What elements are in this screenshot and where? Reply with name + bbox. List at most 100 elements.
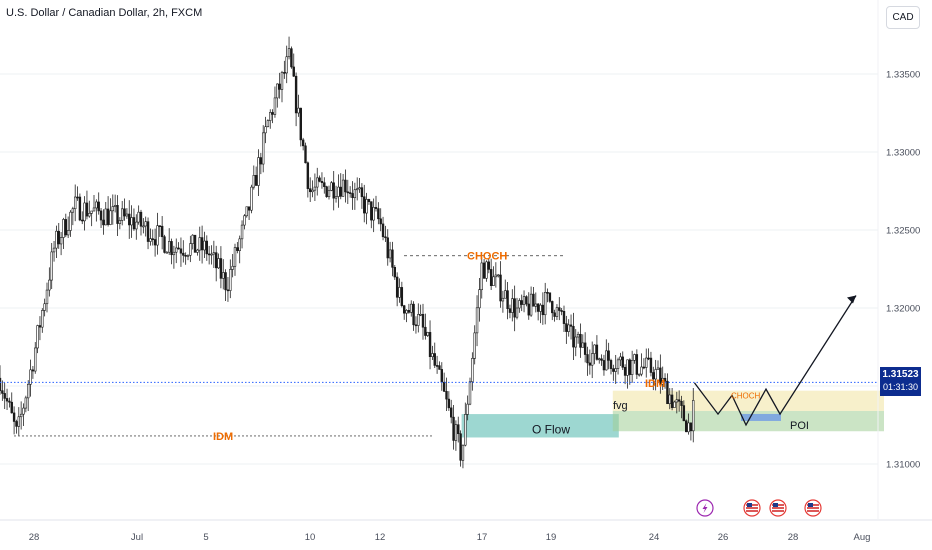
candle-body [417, 314, 420, 326]
us-flag-icon[interactable] [743, 499, 761, 517]
candle-body [132, 217, 136, 230]
candle-body [334, 196, 338, 199]
candle-body [649, 357, 653, 373]
candle-body [586, 354, 589, 364]
candle-body [466, 403, 469, 415]
candle-body [673, 401, 676, 408]
candle-body [313, 186, 317, 191]
candle-body [306, 162, 310, 189]
currency-button[interactable]: CAD [886, 6, 920, 29]
candle-body [212, 252, 216, 255]
candle-body [666, 380, 669, 405]
candle-body [546, 292, 549, 294]
candle-body [656, 367, 660, 370]
candle-body [543, 292, 547, 316]
candle-body [659, 367, 662, 385]
us-flag-stripe [772, 507, 784, 509]
candle-body [565, 323, 568, 332]
candle-body [111, 206, 115, 212]
event-icons[interactable] [696, 499, 822, 517]
candle-body [548, 292, 552, 302]
candle-body [125, 213, 129, 217]
candle-body [367, 199, 371, 202]
candle-body [579, 333, 582, 348]
fvg-label: fvg [613, 400, 628, 412]
candle-body [78, 196, 82, 221]
us-flag-canton [747, 503, 752, 507]
candle-body [139, 211, 143, 227]
candle-body [168, 241, 171, 253]
candle-body [461, 444, 465, 461]
lightning-icon[interactable] [696, 499, 714, 517]
candle-body [485, 261, 488, 279]
candle-body [276, 83, 279, 99]
candle-body [259, 157, 263, 165]
us-flag-stripe [746, 507, 758, 509]
candle-body [431, 353, 434, 357]
candle-body [687, 422, 690, 433]
candle-body [151, 238, 154, 241]
candle-body [598, 358, 601, 361]
us-flag-icon[interactable] [769, 499, 787, 517]
candle-body [616, 359, 620, 369]
candle-body [339, 186, 342, 197]
candle-body [553, 312, 556, 317]
candle-body [215, 252, 218, 269]
us-flag-icon[interactable] [804, 499, 822, 517]
candle-body [344, 179, 347, 193]
candle-body [292, 66, 295, 77]
candle-body [182, 252, 185, 256]
candle-body [670, 394, 674, 408]
candle-body [88, 213, 91, 217]
candle-body [576, 333, 580, 338]
candle-body [532, 293, 535, 307]
candle-body [269, 112, 272, 121]
candle-body [130, 217, 133, 226]
candle-body [525, 296, 528, 305]
candle-body [612, 368, 615, 372]
candle-body [59, 237, 63, 245]
candle-body [520, 300, 523, 305]
candle-body [55, 230, 58, 249]
candle-body [266, 120, 270, 127]
candle-body [160, 225, 164, 238]
candle-body [3, 393, 6, 399]
poi-core [741, 413, 781, 421]
us-flag-stripe [746, 510, 758, 512]
candle-body [109, 210, 112, 225]
candle-body [504, 290, 507, 299]
candle-body [1, 390, 4, 394]
candle-body [19, 413, 23, 418]
us-flag-stripe [807, 507, 819, 509]
candle-body [407, 310, 411, 313]
fvg-zone [612, 390, 884, 411]
candle-body [97, 201, 100, 212]
candle-body [29, 369, 32, 385]
annotation-labels: CHOCH IDM IDM CHOCH O Flow fvg POI [213, 251, 809, 443]
candle-body [337, 186, 340, 197]
candle-body [8, 400, 11, 403]
candle-body [341, 179, 345, 197]
candle-body [609, 360, 613, 369]
candle-body [541, 304, 545, 316]
candle-body [511, 298, 514, 313]
candle-body [224, 272, 227, 291]
candle-body [229, 269, 232, 291]
candle-body [365, 199, 368, 214]
candle-body [5, 398, 9, 402]
candle-body [24, 397, 28, 409]
candle-body [459, 433, 462, 461]
candle-body [518, 300, 521, 309]
candle-body [217, 258, 220, 269]
candle-body [250, 186, 253, 211]
candle-body [142, 225, 145, 228]
candle-body [482, 262, 486, 279]
candle-body [186, 255, 190, 257]
candle-body [254, 175, 258, 186]
price-axis[interactable]: 1.310001.315001.320001.325001.330001.335… [886, 70, 920, 471]
price-tick-label: 1.32500 [886, 226, 920, 237]
projection-arrowhead [847, 295, 856, 304]
candle-body [57, 230, 60, 245]
